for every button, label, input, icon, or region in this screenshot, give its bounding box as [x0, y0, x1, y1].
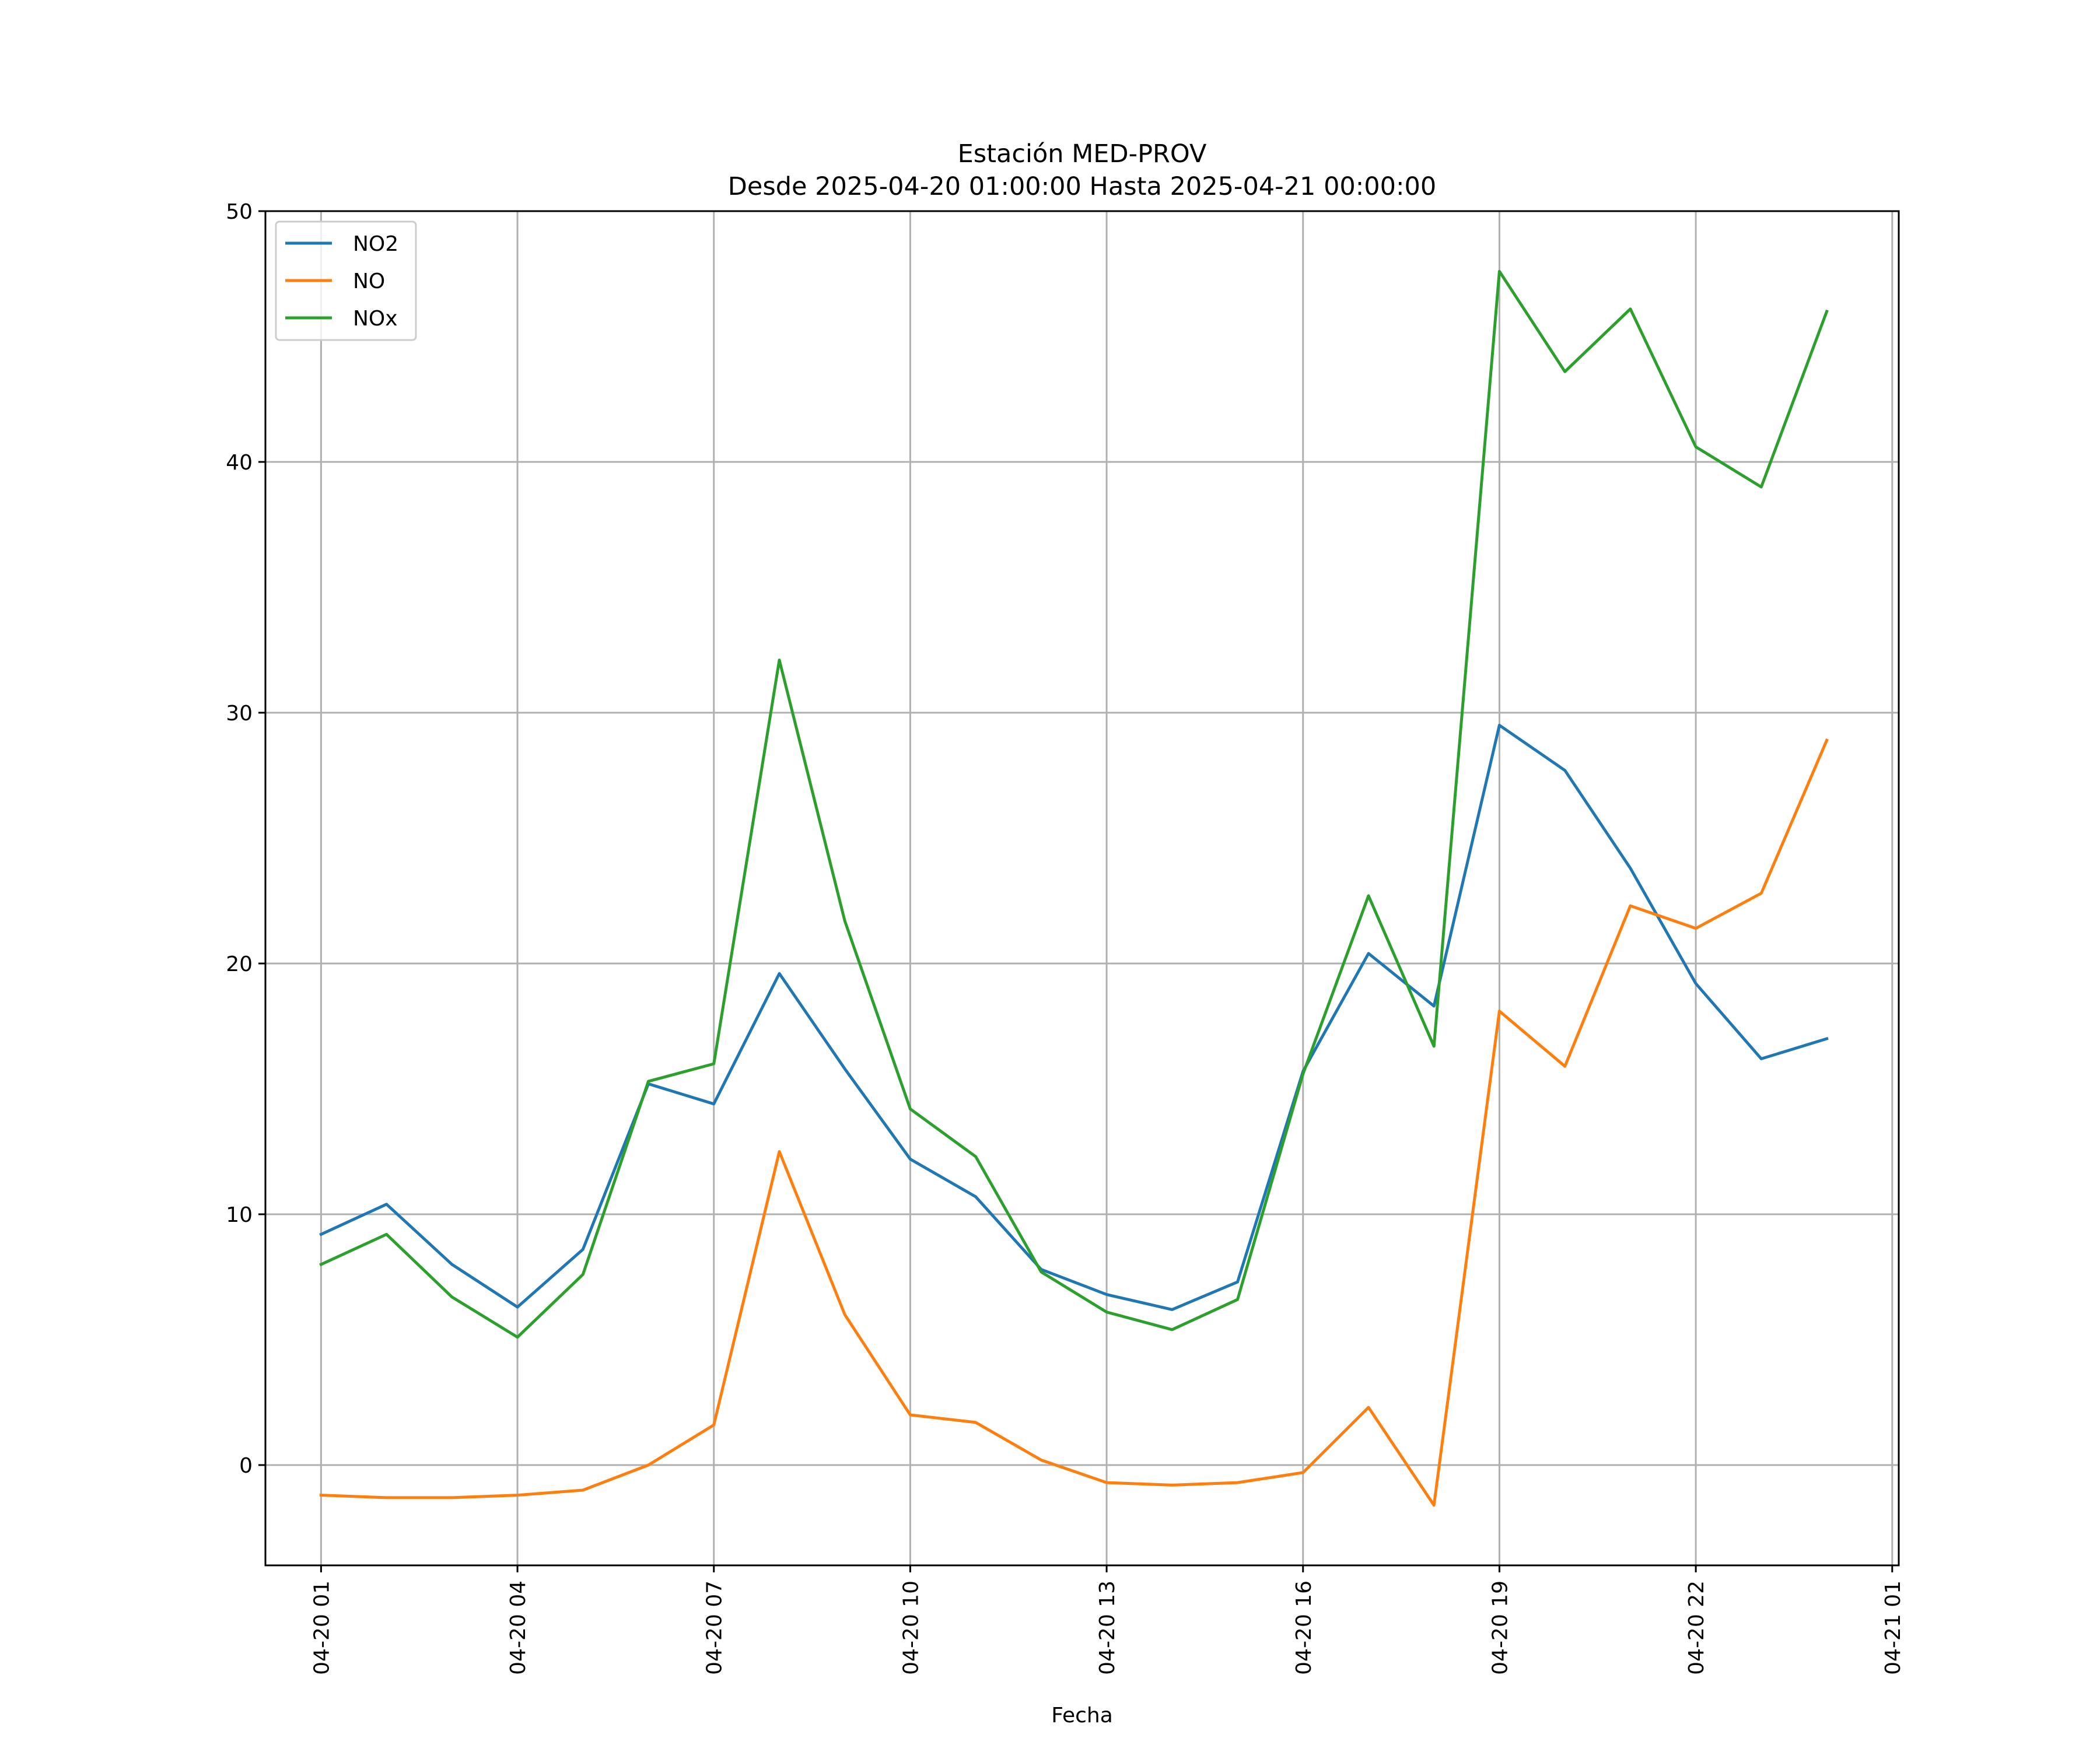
legend-label-nox: NOx [353, 307, 398, 331]
grid [265, 210, 1899, 1565]
chart-subtitle: Desde 2025-04-20 01:00:00 Hasta 2025-04-… [728, 172, 1436, 201]
series-line-nox [319, 269, 1829, 1339]
legend: NO2 NO NOx [275, 220, 417, 341]
y-tick-label: 10 [226, 1203, 253, 1227]
x-tick-label: 04-20 01 [310, 1581, 334, 1675]
y-tick-label: 40 [226, 451, 253, 475]
y-axis: 0 10 20 30 40 50 [226, 200, 265, 1478]
x-tick-label: 04-20 19 [1488, 1581, 1512, 1675]
series-line-no [319, 738, 1829, 1507]
x-tick-label: 04-20 10 [899, 1581, 923, 1675]
y-tick-label: 20 [226, 952, 253, 976]
x-axis: 04-20 01 04-20 04 04-20 07 04-20 10 04-20 13… [310, 1565, 1905, 1675]
x-tick-label: 04-21 01 [1881, 1581, 1905, 1675]
x-tick-label: 04-20 07 [703, 1581, 727, 1675]
x-tick-label: 04-20 16 [1292, 1581, 1316, 1675]
x-tick-label: 04-20 13 [1096, 1581, 1119, 1675]
x-axis-title: Fecha [1051, 1704, 1113, 1728]
series-line-no2 [319, 724, 1829, 1311]
series-lines [319, 269, 1829, 1507]
legend-label-no: NO [353, 269, 385, 293]
y-tick-label: 50 [226, 200, 253, 224]
y-tick-label: 0 [239, 1454, 253, 1478]
legend-label-no2: NO2 [353, 232, 398, 256]
x-tick-label: 04-20 04 [506, 1581, 530, 1675]
legend-box [275, 220, 417, 341]
chart-title: Estación MED-PROV [958, 139, 1207, 169]
x-tick-label: 04-20 22 [1685, 1581, 1709, 1675]
y-tick-label: 30 [226, 702, 253, 726]
plot-frame [264, 210, 1900, 1567]
